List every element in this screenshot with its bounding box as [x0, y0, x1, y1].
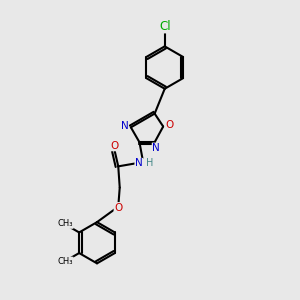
Text: Cl: Cl: [159, 20, 170, 33]
Text: CH₃: CH₃: [58, 219, 73, 228]
Text: O: O: [165, 120, 173, 130]
Text: N: N: [135, 158, 143, 168]
Text: N: N: [152, 143, 160, 153]
Text: N: N: [121, 122, 128, 131]
Text: O: O: [111, 141, 119, 151]
Text: H: H: [146, 158, 154, 168]
Text: O: O: [114, 202, 122, 213]
Text: CH₃: CH₃: [58, 257, 73, 266]
